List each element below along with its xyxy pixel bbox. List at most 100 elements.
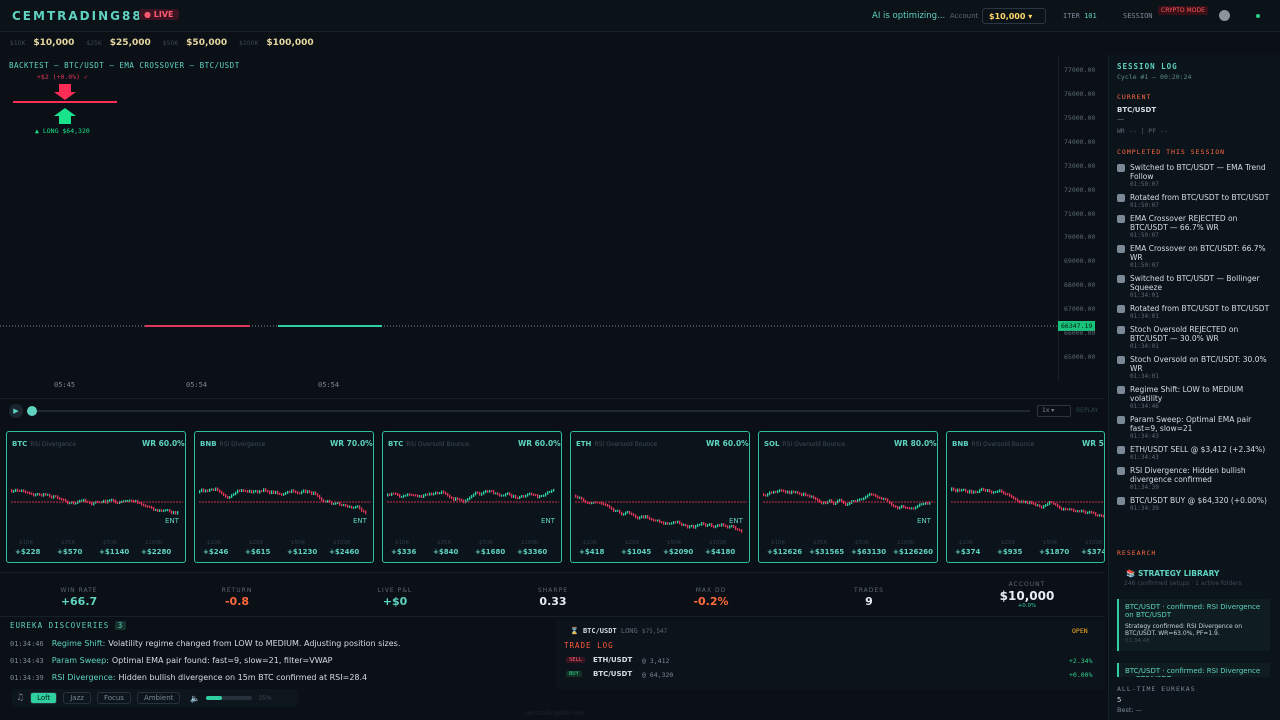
candle <box>407 493 409 497</box>
candle <box>315 491 317 496</box>
volume-slider[interactable] <box>206 696 253 700</box>
candle <box>495 492 497 495</box>
strategy-card[interactable]: BTC RSI Oversold Bounce WR 60.0% ENT $10K +$3… <box>382 431 562 563</box>
candle <box>615 509 617 512</box>
candle <box>455 497 457 502</box>
candle <box>125 499 127 503</box>
candle <box>287 490 289 494</box>
candle <box>545 492 547 497</box>
candle <box>341 503 343 507</box>
candle <box>821 500 823 505</box>
candle <box>111 498 113 502</box>
entry-icon <box>1117 326 1125 334</box>
candle <box>173 510 175 515</box>
price-tick: 67000.00 <box>1064 305 1096 314</box>
card-size: $25K <box>1001 540 1016 546</box>
account-select[interactable]: $10,000 ▾ <box>982 8 1046 24</box>
candle <box>449 494 451 499</box>
research-time: 01:34:48 <box>1125 638 1150 644</box>
candle <box>701 522 703 526</box>
session-entry: Stoch Oversold on BTC/USDT: 30.0% WR 01:3… <box>1117 355 1273 380</box>
candle <box>901 504 903 509</box>
settings-icon[interactable] <box>1219 10 1230 21</box>
candle <box>829 499 831 503</box>
candle <box>891 501 893 507</box>
candle <box>981 487 983 492</box>
trade-pnl: +2.34% <box>1069 657 1093 665</box>
candle <box>617 509 619 512</box>
candle <box>57 495 59 500</box>
candle <box>291 489 293 494</box>
research-title: BTC/USDT · confirmed: RSI Divergence on … <box>1125 667 1261 677</box>
candle <box>155 508 157 512</box>
entry-time: 01:34:39 <box>1130 484 1159 491</box>
replay-button[interactable]: REPLAY <box>1076 407 1099 414</box>
music-mode[interactable]: Focus <box>96 692 131 704</box>
entry-time: 01:50:07 <box>1130 202 1159 209</box>
candle <box>321 497 323 502</box>
candle <box>243 489 245 493</box>
candle <box>225 494 227 498</box>
candle <box>255 489 257 493</box>
card-amount: +$1045 <box>621 548 652 556</box>
entry-icon <box>1117 164 1125 172</box>
music-mode[interactable]: Loft <box>30 692 58 704</box>
card-amount: +$2280 <box>141 548 172 556</box>
card-size: $25K <box>437 540 452 546</box>
candle <box>1009 493 1011 497</box>
candle <box>301 490 303 495</box>
card-strategy: RSI Oversold Bounce <box>971 441 1035 448</box>
candle <box>857 498 859 503</box>
candle <box>833 501 835 506</box>
candle <box>1055 502 1057 506</box>
candle <box>485 489 487 494</box>
entry-icon <box>1117 245 1125 253</box>
card-size: $25K <box>625 540 640 546</box>
candle <box>777 490 779 494</box>
candle <box>33 493 35 497</box>
candle <box>887 498 889 503</box>
candle <box>93 501 95 506</box>
speed-select[interactable]: 1x ▾ <box>1037 405 1071 417</box>
candle <box>995 491 997 494</box>
play-button[interactable]: ▶ <box>9 404 23 418</box>
candle <box>895 505 897 508</box>
candle <box>875 493 877 498</box>
scrubber-track[interactable] <box>30 410 1030 412</box>
candle <box>145 504 147 508</box>
candle <box>393 492 395 495</box>
candle <box>807 494 809 497</box>
candle <box>1041 505 1043 509</box>
candle <box>297 491 299 495</box>
scrubber-thumb[interactable] <box>27 406 37 416</box>
trade-pair: BTC/USDT <box>593 670 633 678</box>
strategy-card[interactable]: BTC RSI Divergence WR 60.0% ENT $10K +$228 $25… <box>6 431 186 563</box>
stat: MAX DD -0.2% <box>651 587 771 608</box>
strategy-card[interactable]: SOL RSI Oversold Bounce WR 80.0% ENT $10K +$1… <box>758 431 938 563</box>
entry-time: 01:34:39 <box>1130 505 1159 512</box>
candle <box>955 488 957 493</box>
candle <box>899 506 901 510</box>
candle <box>1007 493 1009 496</box>
candle <box>923 502 925 506</box>
chart-area <box>0 55 1058 395</box>
strategy-card[interactable]: BNB RSI Divergence WR 70.0% ENT $10K +$246 $25… <box>194 431 374 563</box>
candle <box>415 494 417 497</box>
candle <box>355 505 357 509</box>
card-wr: WR 70.0% <box>330 439 373 448</box>
card-strategy: RSI Divergence <box>219 441 266 448</box>
candle <box>1089 510 1091 514</box>
candle <box>509 492 511 496</box>
music-mode[interactable]: Ambient <box>136 692 181 704</box>
candle <box>671 522 673 525</box>
candle <box>253 490 255 494</box>
candle <box>633 513 635 517</box>
music-mode[interactable]: Jazz <box>63 692 91 704</box>
card-strategy: RSI Oversold Bounce <box>594 441 658 448</box>
candle <box>443 490 445 494</box>
strategy-card[interactable]: ETH RSI Oversold Bounce WR 60.0% ENT $10K +$4… <box>570 431 750 563</box>
candle <box>695 525 697 529</box>
candle <box>815 497 817 501</box>
entry-icon <box>1117 275 1125 283</box>
